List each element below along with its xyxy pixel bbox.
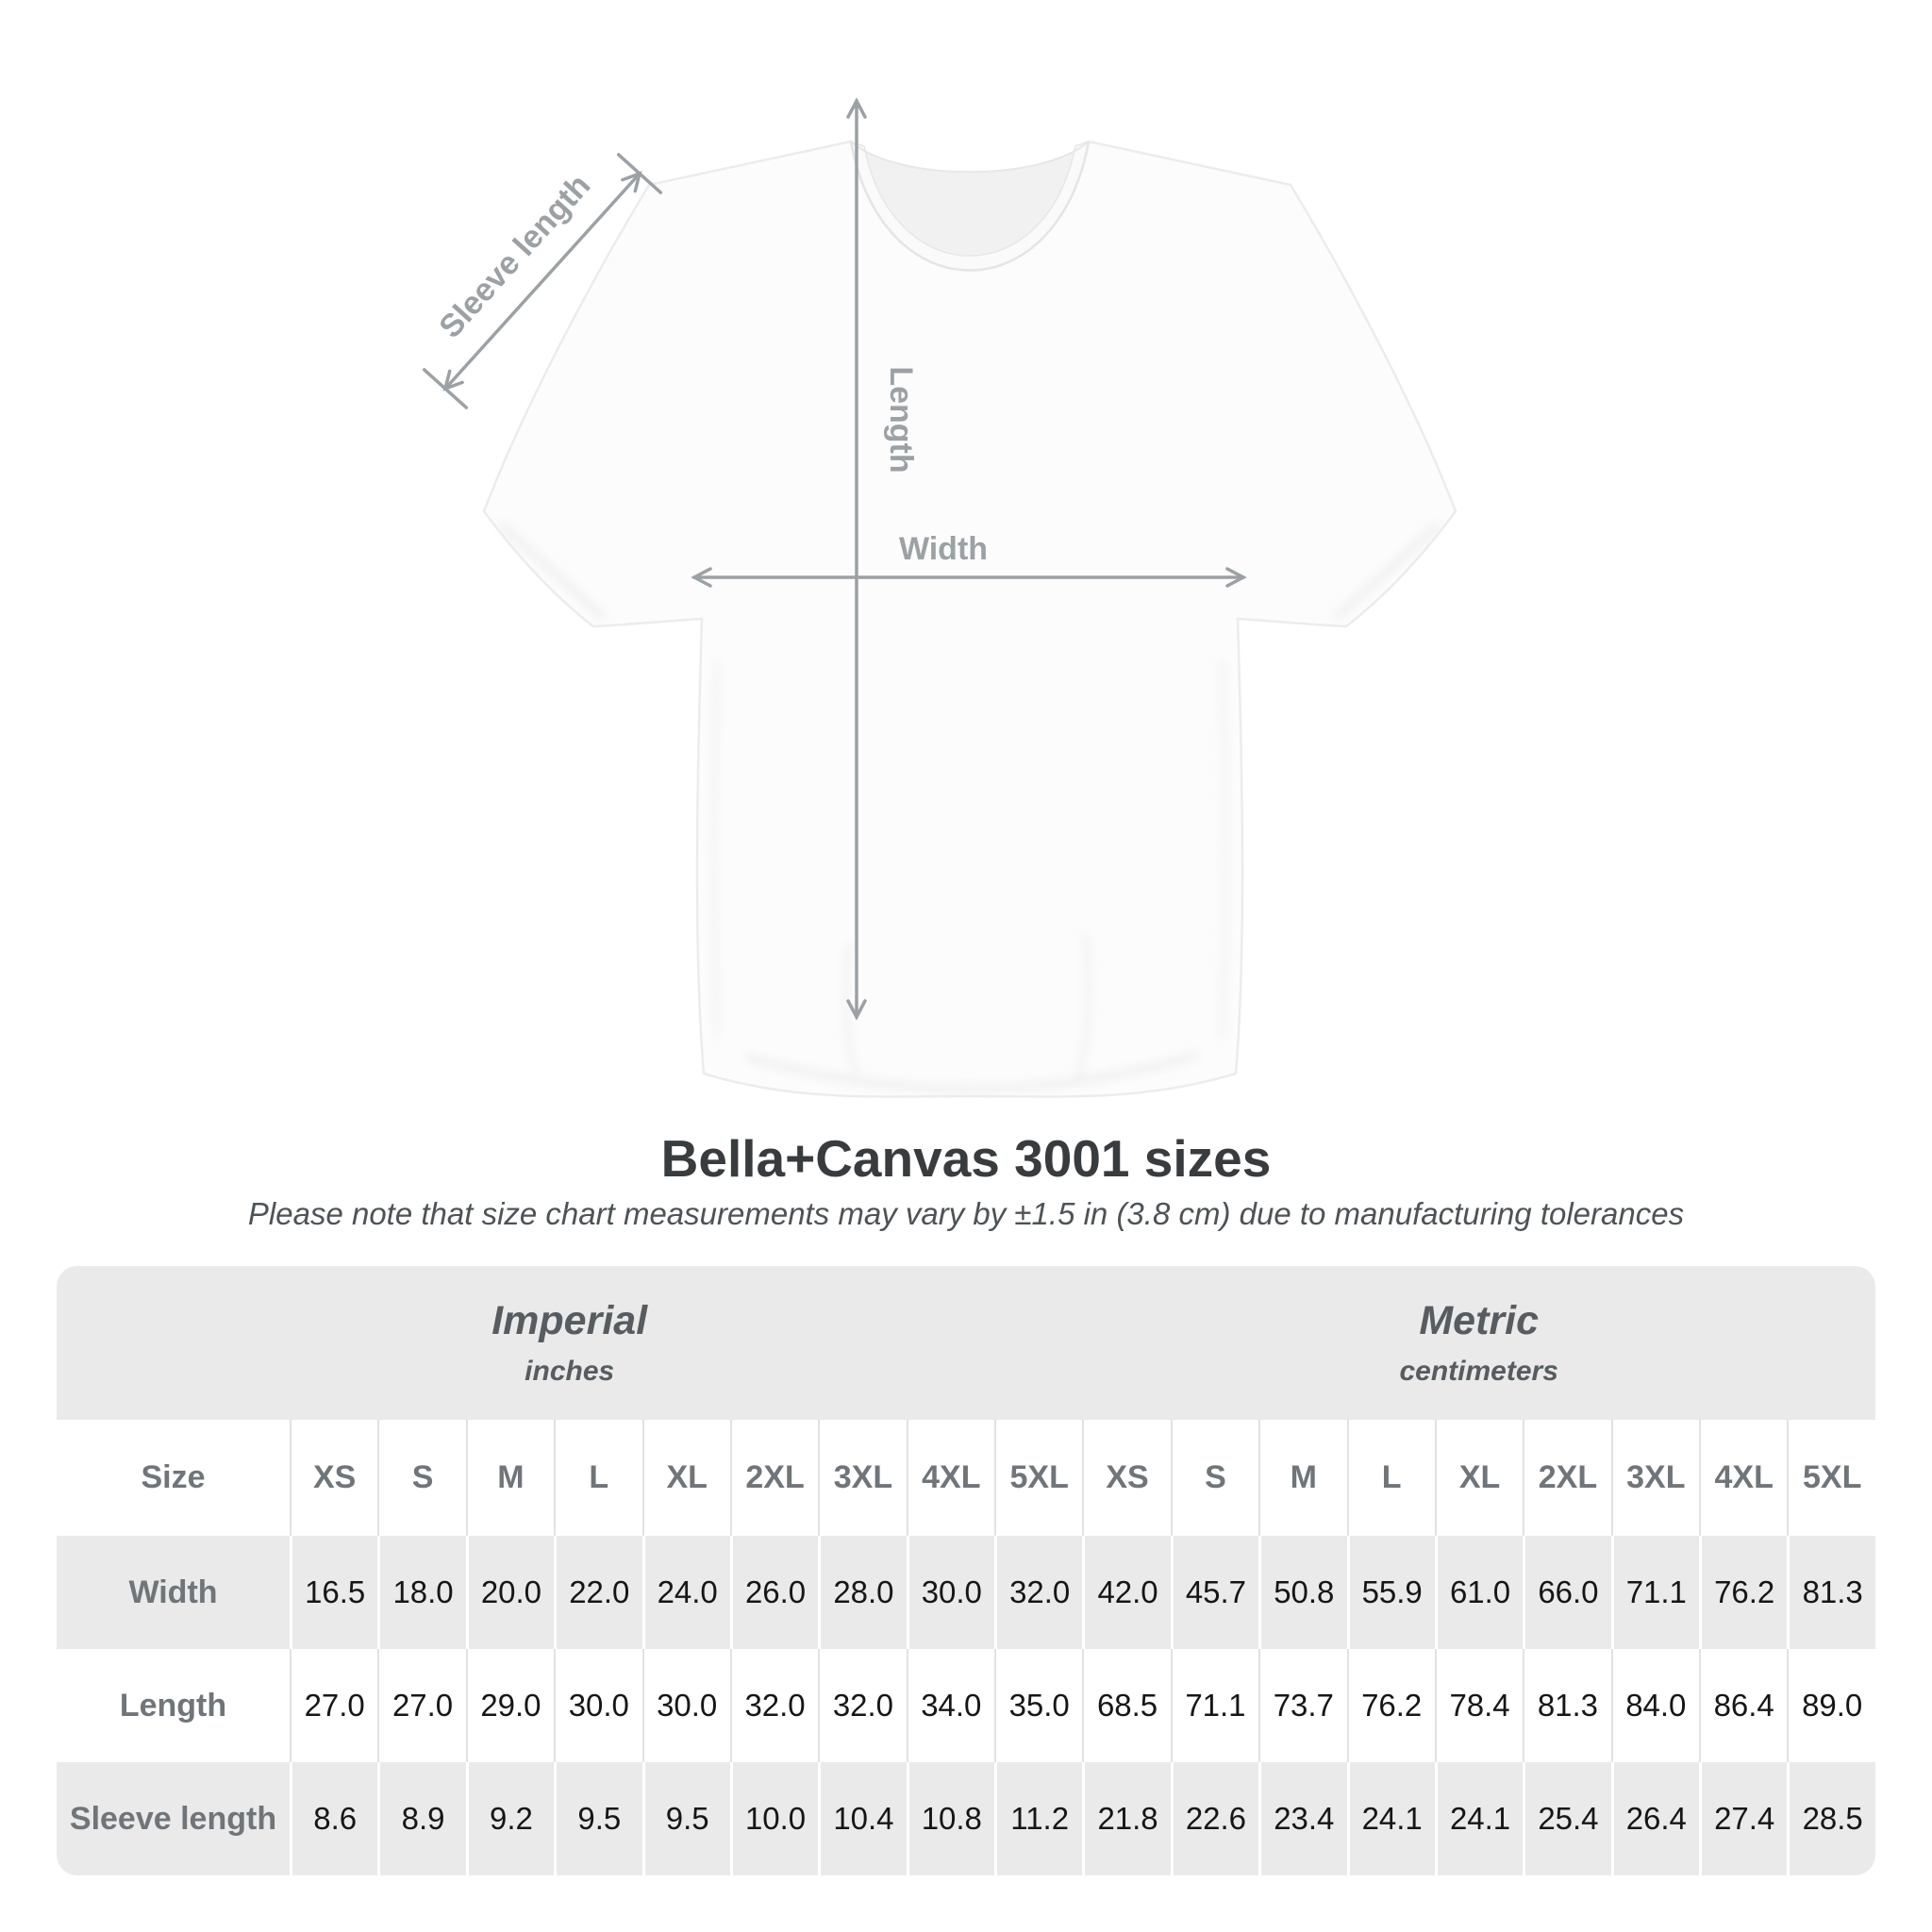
measurement-value-cell: 68.5 [1082, 1649, 1171, 1762]
size-column-header: 5XL [994, 1420, 1083, 1536]
measurement-value-cell: 11.2 [994, 1762, 1083, 1875]
size-column-header: XS [1082, 1420, 1171, 1536]
width-label: Width [899, 531, 988, 567]
measurement-value-cell: 32.0 [729, 1649, 819, 1762]
measurement-value-cell: 76.2 [1346, 1649, 1435, 1762]
measurement-value-cell: 55.9 [1346, 1536, 1435, 1649]
measurement-value-cell: 25.4 [1523, 1762, 1611, 1875]
measurement-row: Sleeve length 8.6 8.9 9.2 9.5 9.5 10.0 10.4 10.8… [57, 1762, 1875, 1875]
measurement-value-cell: 9.2 [465, 1762, 555, 1875]
size-column-header: L [1346, 1420, 1435, 1536]
measurement-value-cell: 35.0 [994, 1649, 1083, 1762]
size-column-header: 4XL [1699, 1420, 1788, 1536]
measurement-row: Width 16.5 18.0 20.0 22.0 24.0 26.0 28.0 30.0 32.… [57, 1536, 1875, 1649]
measurement-value-cell: 18.0 [377, 1536, 466, 1649]
shirt-shading [498, 522, 1441, 1092]
measurement-value-cell: 24.1 [1346, 1762, 1435, 1875]
measurement-value-cell: 9.5 [554, 1762, 642, 1875]
size-column-header: S [377, 1420, 466, 1536]
measurement-value-cell: 30.0 [554, 1649, 642, 1762]
measurement-value-cell: 26.4 [1610, 1762, 1699, 1875]
measurement-value-cell: 24.1 [1434, 1762, 1524, 1875]
measurement-value-cell: 22.6 [1170, 1762, 1259, 1875]
imperial-header-unit: inches [525, 1356, 615, 1387]
measurement-value-cell: 28.5 [1787, 1762, 1875, 1875]
length-arrow [846, 97, 867, 1021]
measurement-value-cell: 27.0 [290, 1649, 378, 1762]
size-header-row: Size XS S M L XL 2XL 3XL 4XL 5XL XS S M L XL 2XL 3XL 4XL… [57, 1420, 1875, 1536]
measurement-value-cell: 81.3 [1787, 1536, 1875, 1649]
measurement-value-cell: 45.7 [1170, 1536, 1259, 1649]
measurement-value-cell: 24.0 [641, 1536, 730, 1649]
measurement-value-cell: 27.4 [1699, 1762, 1788, 1875]
measurement-row-label: Length [57, 1649, 290, 1762]
size-column-header: M [465, 1420, 555, 1536]
page-title: Bella+Canvas 3001 sizes [660, 1129, 1272, 1188]
measurement-value-cell: 66.0 [1523, 1536, 1611, 1649]
measurement-value-cell: 86.4 [1699, 1649, 1788, 1762]
size-column-header: 2XL [1523, 1420, 1611, 1536]
size-table: Imperial inches Metric centimeters Size … [57, 1266, 1875, 1875]
measurement-row: Length 27.0 27.0 29.0 30.0 30.0 32.0 32.0 34.0 35… [57, 1649, 1875, 1762]
measurement-value-cell: 22.0 [554, 1536, 642, 1649]
size-column-header: L [554, 1420, 642, 1536]
size-column-header: XS [290, 1420, 378, 1536]
measurement-value-cell: 20.0 [465, 1536, 555, 1649]
measurement-value-cell: 30.0 [641, 1649, 730, 1762]
measurement-value-cell: 89.0 [1787, 1649, 1875, 1762]
size-column-header: 4XL [906, 1420, 994, 1536]
measurement-value-cell: 8.9 [377, 1762, 466, 1875]
measurement-value-cell: 10.0 [729, 1762, 819, 1875]
size-column-header: 3XL [818, 1420, 907, 1536]
measurement-value-cell: 16.5 [290, 1536, 378, 1649]
size-column-header: 3XL [1610, 1420, 1699, 1536]
measurement-value-cell: 50.8 [1258, 1536, 1347, 1649]
imperial-header: Imperial inches [57, 1266, 1083, 1420]
measurement-value-cell: 32.0 [994, 1536, 1083, 1649]
measurement-value-cell: 71.1 [1610, 1536, 1699, 1649]
measurement-value-cell: 84.0 [1610, 1649, 1699, 1762]
metric-header: Metric centimeters [1082, 1266, 1875, 1420]
measurement-value-cell: 32.0 [818, 1649, 907, 1762]
tshirt-measurement-diagram: Sleeve length Length Width [422, 97, 1457, 1098]
metric-header-unit: centimeters [1399, 1356, 1558, 1387]
measurement-value-cell: 30.0 [906, 1536, 994, 1649]
measurement-value-cell: 76.2 [1699, 1536, 1788, 1649]
unit-header-row: Imperial inches Metric centimeters [57, 1266, 1875, 1420]
measurement-value-cell: 8.6 [290, 1762, 378, 1875]
measurement-value-cell: 71.1 [1170, 1649, 1259, 1762]
measurement-value-cell: 61.0 [1434, 1536, 1524, 1649]
measurement-value-cell: 21.8 [1082, 1762, 1171, 1875]
measurement-value-cell: 78.4 [1434, 1649, 1524, 1762]
size-column-header: XL [1434, 1420, 1524, 1536]
measurement-value-cell: 81.3 [1523, 1649, 1611, 1762]
page-subtitle: Please note that size chart measurements… [247, 1196, 1685, 1231]
size-column-header: M [1258, 1420, 1347, 1536]
sleeve-length-arrow [422, 153, 663, 409]
measurement-value-cell: 34.0 [906, 1649, 994, 1762]
size-column-header: 5XL [1787, 1420, 1875, 1536]
length-label: Length [883, 366, 919, 473]
metric-header-label: Metric [1419, 1298, 1540, 1343]
measurement-value-cell: 26.0 [729, 1536, 819, 1649]
measurement-value-cell: 27.0 [377, 1649, 466, 1762]
measurement-value-cell: 23.4 [1258, 1762, 1347, 1875]
measurement-row-label: Sleeve length [57, 1762, 290, 1875]
measurement-value-cell: 42.0 [1082, 1536, 1171, 1649]
size-column-header: S [1170, 1420, 1259, 1536]
size-column-header: 2XL [729, 1420, 819, 1536]
measurement-value-cell: 9.5 [641, 1762, 730, 1875]
size-column-header: XL [641, 1420, 730, 1536]
size-corner-label: Size [57, 1420, 290, 1536]
measurement-value-cell: 28.0 [818, 1536, 907, 1649]
measurement-row-label: Width [57, 1536, 290, 1649]
measurement-value-cell: 29.0 [465, 1649, 555, 1762]
imperial-header-label: Imperial [491, 1298, 648, 1343]
width-arrow [691, 567, 1247, 588]
tshirt-illustration [482, 140, 1457, 1098]
measurement-value-cell: 73.7 [1258, 1649, 1347, 1762]
measurement-value-cell: 10.4 [818, 1762, 907, 1875]
measurement-value-cell: 10.8 [906, 1762, 994, 1875]
